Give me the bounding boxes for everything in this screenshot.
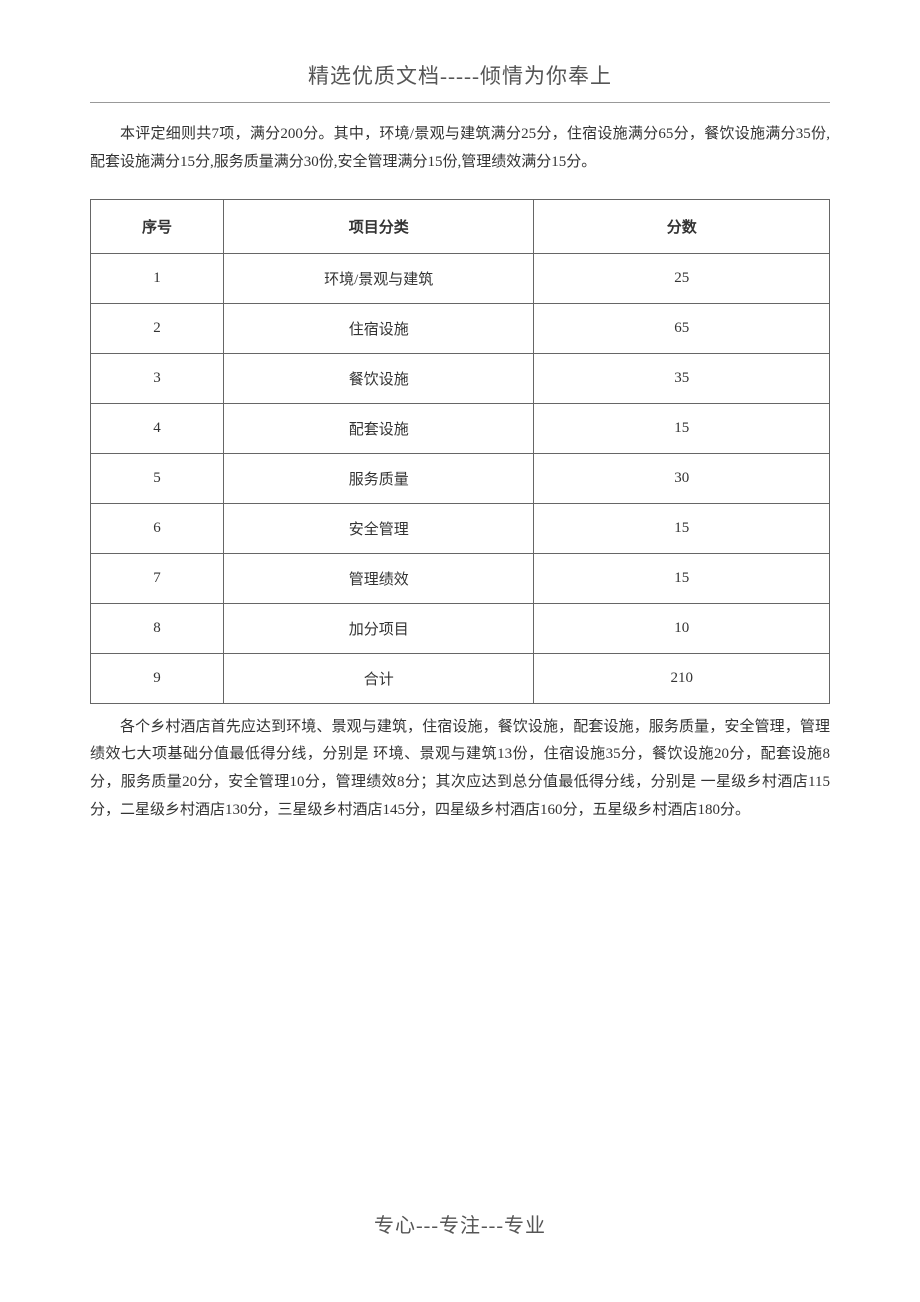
- col-header-score: 分数: [534, 199, 830, 253]
- cell-score: 65: [534, 303, 830, 353]
- cell-seq: 1: [91, 253, 224, 303]
- cell-score: 30: [534, 453, 830, 503]
- page-header: 精选优质文档-----倾情为你奉上: [90, 60, 830, 90]
- cell-score: 35: [534, 353, 830, 403]
- page-footer: 专心---专注---专业: [0, 1209, 920, 1238]
- cell-category: 服务质量: [224, 453, 534, 503]
- table-header-row: 序号 项目分类 分数: [91, 199, 830, 253]
- cell-score: 15: [534, 503, 830, 553]
- cell-score: 210: [534, 653, 830, 703]
- table-row: 7 管理绩效 15: [91, 553, 830, 603]
- table-row: 5 服务质量 30: [91, 453, 830, 503]
- cell-category: 安全管理: [224, 503, 534, 553]
- cell-category: 加分项目: [224, 603, 534, 653]
- footer-text: 专心---专注---专业: [374, 1215, 546, 1237]
- cell-category: 餐饮设施: [224, 353, 534, 403]
- table-row: 1 环境/景观与建筑 25: [91, 253, 830, 303]
- cell-category: 住宿设施: [224, 303, 534, 353]
- cell-seq: 8: [91, 603, 224, 653]
- col-header-seq: 序号: [91, 199, 224, 253]
- cell-seq: 3: [91, 353, 224, 403]
- table-row: 8 加分项目 10: [91, 603, 830, 653]
- body-paragraph: 各个乡村酒店首先应达到环境、景观与建筑，住宿设施，餐饮设施，配套设施，服务质量，…: [90, 714, 830, 825]
- document-page: 精选优质文档-----倾情为你奉上 本评定细则共7项，满分200分。其中，环境/…: [0, 0, 920, 825]
- cell-category: 合计: [224, 653, 534, 703]
- cell-seq: 4: [91, 403, 224, 453]
- cell-category: 管理绩效: [224, 553, 534, 603]
- table-row: 2 住宿设施 65: [91, 303, 830, 353]
- cell-score: 10: [534, 603, 830, 653]
- cell-seq: 2: [91, 303, 224, 353]
- cell-seq: 7: [91, 553, 224, 603]
- cell-score: 15: [534, 403, 830, 453]
- intro-paragraph: 本评定细则共7项，满分200分。其中，环境/景观与建筑满分25分，住宿设施满分6…: [90, 121, 830, 177]
- cell-score: 15: [534, 553, 830, 603]
- table-row: 6 安全管理 15: [91, 503, 830, 553]
- cell-seq: 6: [91, 503, 224, 553]
- cell-category: 环境/景观与建筑: [224, 253, 534, 303]
- table-row: 3 餐饮设施 35: [91, 353, 830, 403]
- cell-score: 25: [534, 253, 830, 303]
- cell-seq: 9: [91, 653, 224, 703]
- cell-seq: 5: [91, 453, 224, 503]
- score-table: 序号 项目分类 分数 1 环境/景观与建筑 25 2 住宿设施 65 3 餐饮设…: [90, 199, 830, 704]
- header-rule: [90, 102, 830, 103]
- cell-category: 配套设施: [224, 403, 534, 453]
- col-header-category: 项目分类: [224, 199, 534, 253]
- header-text: 精选优质文档-----倾情为你奉上: [308, 64, 612, 88]
- table-row: 9 合计 210: [91, 653, 830, 703]
- table-row: 4 配套设施 15: [91, 403, 830, 453]
